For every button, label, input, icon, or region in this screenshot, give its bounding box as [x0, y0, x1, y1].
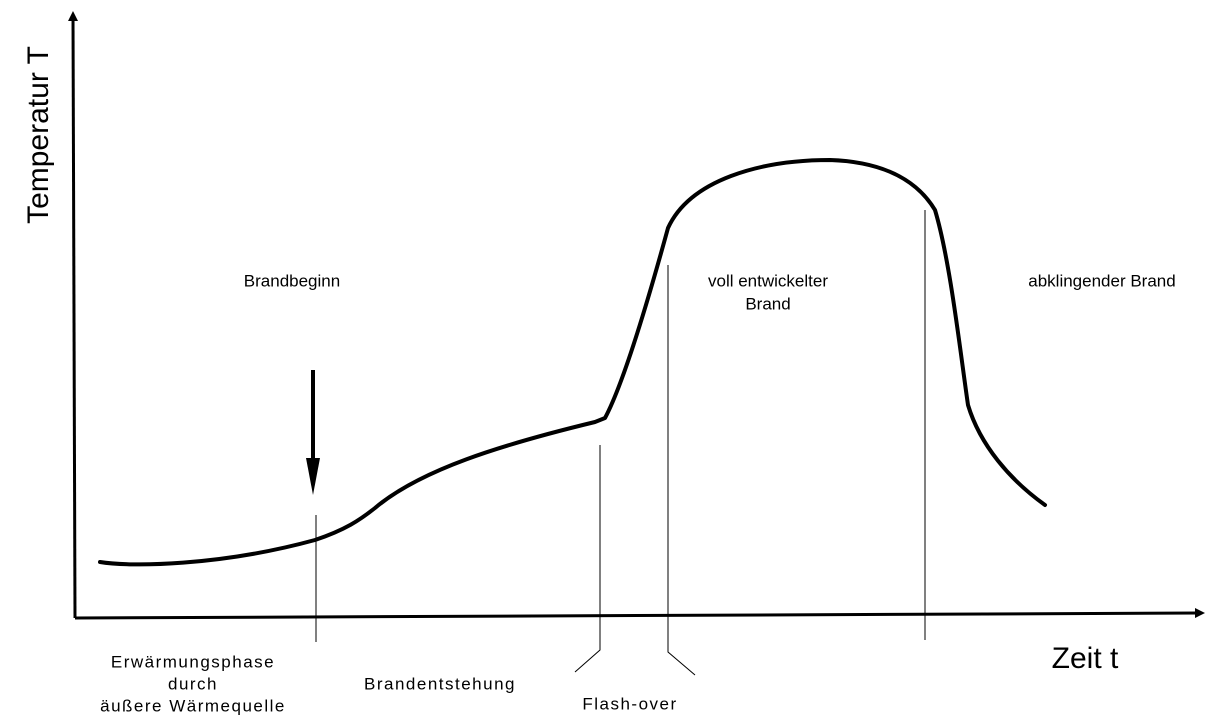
start-arrow-head: [306, 458, 320, 495]
y-axis: [68, 11, 79, 619]
x-axis: [74, 608, 1205, 620]
phase-label: Brandbeginn: [244, 271, 340, 290]
phase-label: Brandentstehung: [364, 674, 516, 693]
phase-label: Brand: [745, 294, 790, 313]
phase-label: Flash-over: [582, 694, 677, 713]
phase-line: [667, 265, 696, 676]
y-axis-label: Temperatur T: [22, 46, 55, 224]
phase-label: voll entwickelter: [708, 271, 828, 290]
x-axis-label: Zeit t: [1052, 642, 1119, 675]
temperature-curve: [98, 158, 1047, 567]
phase-label: abklingender Brand: [1028, 271, 1175, 290]
phase-label: Erwärmungsphase: [111, 652, 275, 671]
phase-label: durch: [168, 674, 218, 693]
phase-label: äußere Wärmequelle: [100, 696, 286, 715]
phase-line: [574, 445, 601, 673]
